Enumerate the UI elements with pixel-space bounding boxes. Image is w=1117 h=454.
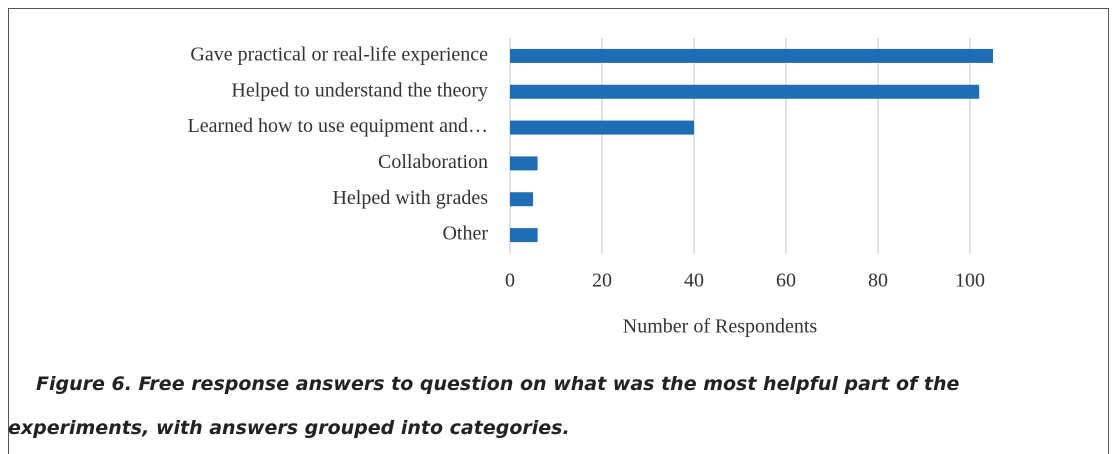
bar (510, 192, 533, 207)
y-tick-label: Collaboration (378, 151, 488, 173)
bar (510, 84, 980, 99)
x-tick-label: 40 (684, 270, 704, 292)
y-tick-label: Helped to understand the theory (231, 79, 488, 101)
bar (510, 228, 538, 243)
y-tick-label: Learned how to use equipment and… (188, 115, 488, 137)
frame (8, 8, 1109, 454)
y-tick-label: Other (442, 223, 488, 245)
bar (510, 48, 993, 63)
x-tick-label: 20 (592, 270, 612, 292)
caption: Figure 6. Free response answers to quest… (8, 373, 960, 439)
y-tick-label: Gave practical or real-life experience (190, 44, 488, 66)
x-tick-label: 60 (776, 270, 796, 292)
x-tick-label: 80 (868, 270, 888, 292)
x-tick-label: 100 (955, 270, 985, 292)
bar (510, 120, 694, 135)
bar (510, 156, 538, 171)
x-tick-label: 0 (505, 270, 515, 292)
x-axis-title: Number of Respondents (623, 316, 818, 338)
y-tick-label: Helped with grades (332, 187, 488, 209)
